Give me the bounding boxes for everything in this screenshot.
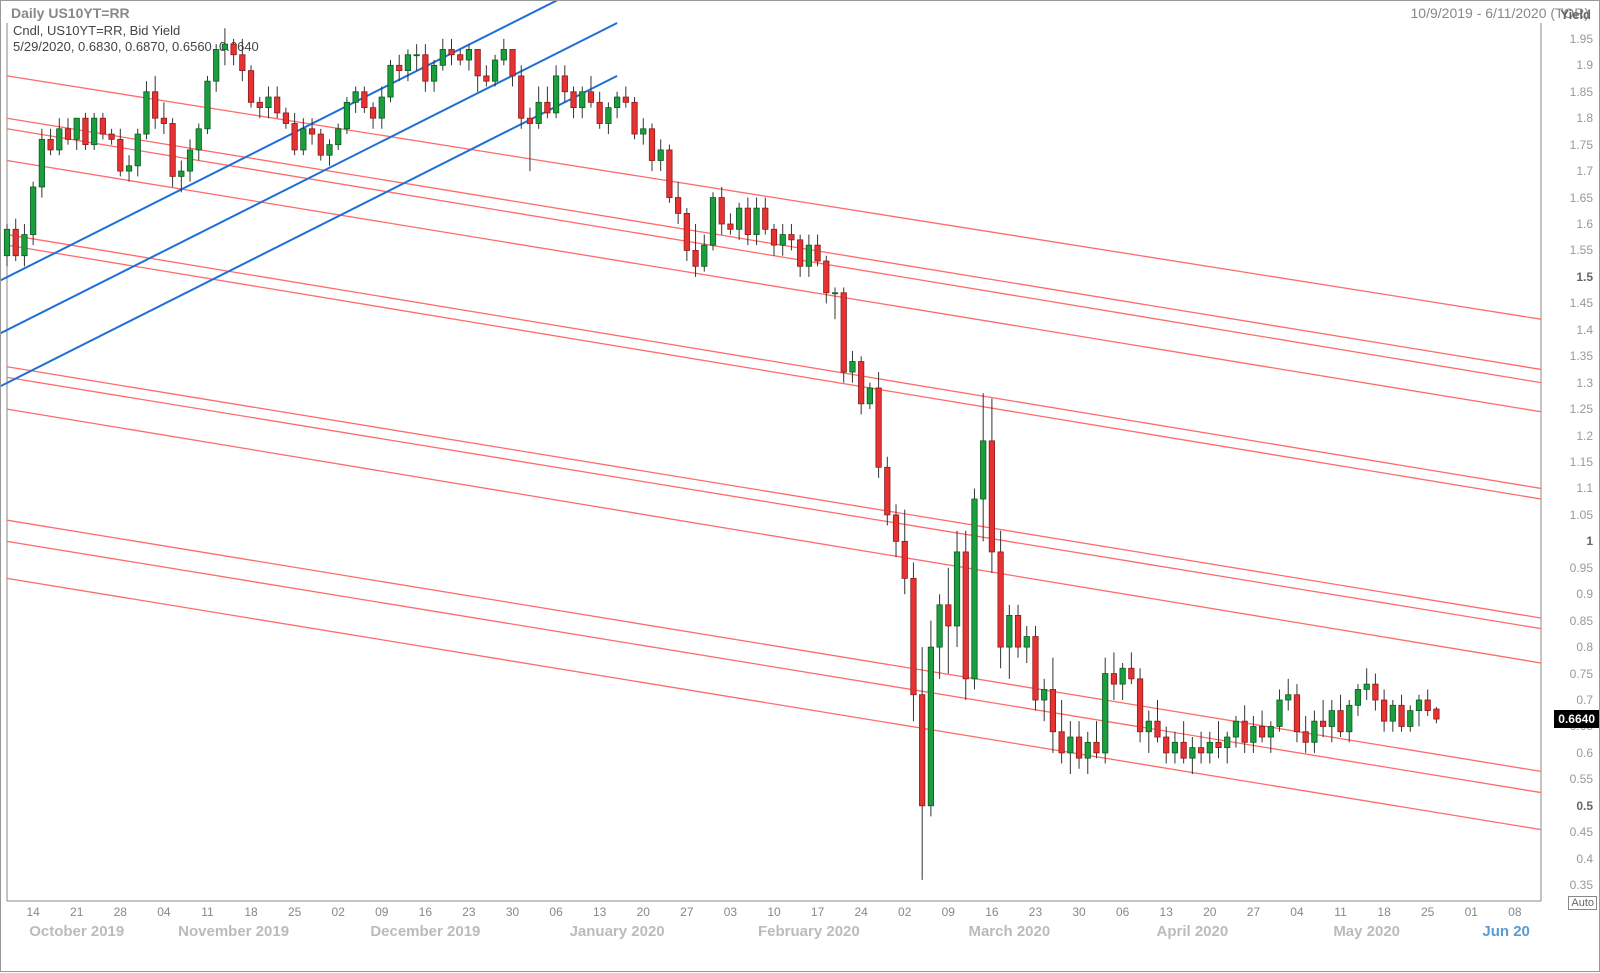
ytick-label: 1.9 [1576, 58, 1593, 72]
xtick-day-label: 16 [985, 905, 998, 919]
xtick-month-label: May 2020 [1333, 923, 1400, 940]
ytick-label: 0.75 [1570, 667, 1593, 681]
ytick-label: 0.85 [1570, 614, 1593, 628]
chart-legend-line2: 5/29/2020, 0.6830, 0.6870, 0.6560, 0.664… [13, 39, 259, 54]
last-price-tag: 0.6640 [1554, 710, 1599, 728]
ytick-label: 0.5 [1576, 799, 1593, 813]
xtick-day-label: 02 [332, 905, 345, 919]
ytick-label: 0.45 [1570, 825, 1593, 839]
chart-container: Daily US10YT=RR 10/9/2019 - 6/11/2020 (T… [0, 0, 1600, 972]
xtick-day-label: 24 [854, 905, 867, 919]
ytick-label: 1 [1586, 534, 1593, 548]
xtick-day-label: 30 [506, 905, 519, 919]
xtick-day-label: 20 [637, 905, 650, 919]
ytick-label: 1.1 [1576, 481, 1593, 495]
xtick-month-label: October 2019 [29, 923, 124, 940]
ytick-label: 1.15 [1570, 455, 1593, 469]
xtick-day-label: 10 [767, 905, 780, 919]
xtick-day-label: 09 [375, 905, 388, 919]
ytick-label: 0.4 [1576, 852, 1593, 866]
ytick-label: 0.35 [1570, 878, 1593, 892]
xtick-day-label: 14 [26, 905, 39, 919]
xtick-day-label: 04 [157, 905, 170, 919]
ytick-label: 0.95 [1570, 561, 1593, 575]
xtick-month-label: December 2019 [370, 923, 480, 940]
ytick-label: 1.4 [1576, 323, 1593, 337]
xtick-day-label: 23 [462, 905, 475, 919]
xtick-month-label: January 2020 [570, 923, 665, 940]
ytick-label: 0.7 [1576, 693, 1593, 707]
xtick-day-label: 28 [114, 905, 127, 919]
xtick-month-label: April 2020 [1157, 923, 1229, 940]
ytick-label: 1.6 [1576, 217, 1593, 231]
ytick-label: 1.55 [1570, 243, 1593, 257]
xtick-day-label: 13 [1160, 905, 1173, 919]
ytick-label: 1.5 [1576, 270, 1593, 284]
ytick-label: 0.8 [1576, 640, 1593, 654]
xtick-month-label: November 2019 [178, 923, 289, 940]
xtick-day-label: 21 [70, 905, 83, 919]
xtick-month-label: February 2020 [758, 923, 860, 940]
xtick-day-label: 16 [419, 905, 432, 919]
xtick-day-label: 17 [811, 905, 824, 919]
xtick-day-label: 01 [1465, 905, 1478, 919]
xtick-day-label: 30 [1072, 905, 1085, 919]
ytick-label: 0.6 [1576, 746, 1593, 760]
ytick-label: 1.95 [1570, 32, 1593, 46]
auto-scale-toggle[interactable]: Auto [1568, 896, 1597, 910]
ytick-label: 1.8 [1576, 111, 1593, 125]
chart-legend-line1: Cndl, US10YT=RR, Bid Yield [13, 23, 180, 38]
ytick-label: 0.9 [1576, 587, 1593, 601]
xtick-day-label: 08 [1508, 905, 1521, 919]
ytick-label: 1.35 [1570, 349, 1593, 363]
xtick-day-label: 18 [244, 905, 257, 919]
ytick-label: 1.3 [1576, 376, 1593, 390]
ytick-label: 1.05 [1570, 508, 1593, 522]
xtick-day-label: 11 [1334, 905, 1346, 919]
ytick-label: 1.7 [1576, 164, 1593, 178]
xtick-day-label: 20 [1203, 905, 1216, 919]
xtick-month-label: March 2020 [968, 923, 1050, 940]
ytick-label: 1.85 [1570, 85, 1593, 99]
ytick-label: 1.25 [1570, 402, 1593, 416]
xtick-day-label: 23 [1029, 905, 1042, 919]
xtick-day-label: 02 [898, 905, 911, 919]
xtick-day-label: 06 [1116, 905, 1129, 919]
ytick-label: 1.75 [1570, 138, 1593, 152]
xtick-day-label: 27 [680, 905, 693, 919]
xtick-day-label: 25 [288, 905, 301, 919]
ytick-label: 0.55 [1570, 772, 1593, 786]
xtick-day-label: 04 [1290, 905, 1303, 919]
xtick-day-label: 13 [593, 905, 606, 919]
chart-plot[interactable] [1, 1, 1600, 973]
ytick-label: 1.2 [1576, 429, 1593, 443]
xtick-day-label: 11 [201, 905, 213, 919]
xtick-day-label: 18 [1377, 905, 1390, 919]
xtick-day-label: 27 [1247, 905, 1260, 919]
xtick-day-label: 09 [942, 905, 955, 919]
xtick-day-label: 06 [549, 905, 562, 919]
ytick-label: 1.45 [1570, 296, 1593, 310]
xtick-day-label: 25 [1421, 905, 1434, 919]
xtick-month-label: Jun 20 [1482, 923, 1530, 940]
yaxis-title: Yield [1560, 7, 1591, 22]
chart-title: Daily US10YT=RR [11, 5, 130, 21]
ytick-label: 1.65 [1570, 191, 1593, 205]
xtick-day-label: 03 [724, 905, 737, 919]
